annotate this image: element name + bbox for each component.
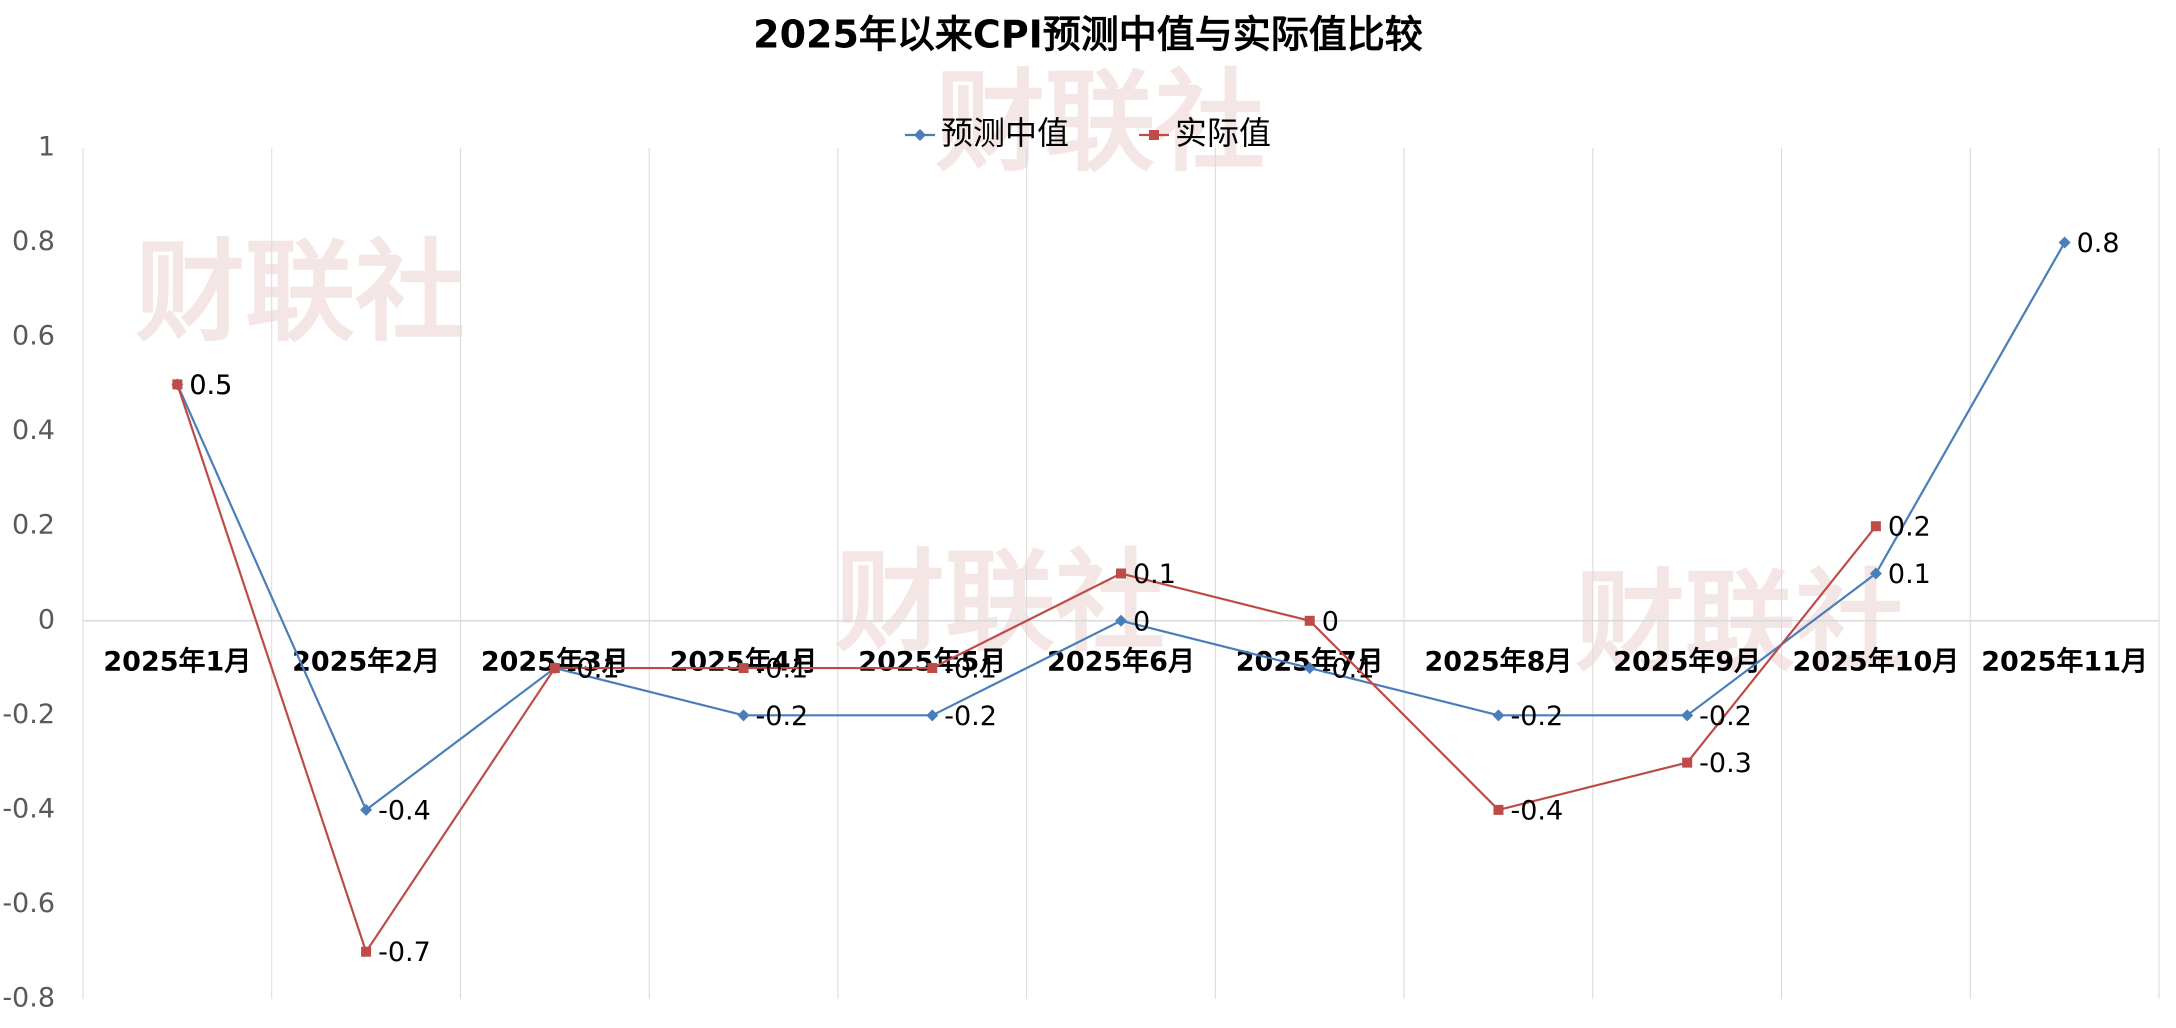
data-label: -0.4: [378, 795, 431, 826]
data-label: -0.4: [1510, 795, 1563, 826]
x-tick-label: 2025年6月: [1047, 645, 1195, 677]
legend-label: 实际值: [1175, 114, 1271, 152]
data-label: -0.2: [1699, 701, 1752, 732]
data-label: 0.8: [2077, 228, 2120, 259]
data-label: 0.1: [1133, 559, 1176, 590]
marker: [172, 379, 183, 390]
marker: [737, 709, 750, 722]
marker: [1869, 567, 1882, 580]
data-label: -0.2: [1510, 701, 1563, 732]
data-label: 0.2: [1888, 512, 1931, 543]
marker: [926, 709, 939, 722]
data-label: -0.3: [1699, 748, 1752, 779]
marker: [914, 129, 926, 141]
marker: [1492, 709, 1505, 722]
chart-title: 2025年以来CPI预测中值与实际值比较: [753, 13, 1423, 57]
data-label: -0.1: [1322, 654, 1375, 685]
y-tick-label: -0.8: [2, 983, 55, 1014]
watermark: 财联社: [935, 58, 1265, 186]
y-tick-label: 0.4: [12, 415, 55, 446]
x-tick-label: 2025年11月: [1981, 645, 2148, 677]
x-tick-label: 2025年10月: [1793, 645, 1960, 677]
marker: [1149, 130, 1160, 140]
series-line: [176, 384, 1877, 955]
data-label: -0.1: [567, 654, 620, 685]
data-label: 0.5: [189, 370, 232, 401]
marker: [360, 803, 373, 816]
marker: [1116, 568, 1126, 579]
data-label: -0.2: [944, 701, 997, 732]
y-tick-label: -0.2: [2, 699, 55, 730]
data-label: 0: [1133, 606, 1150, 637]
marker: [1303, 662, 1316, 675]
marker: [2058, 236, 2071, 249]
y-tick-label: 1: [38, 132, 55, 163]
data-label: -0.1: [944, 654, 997, 685]
data-label: -0.1: [567, 654, 620, 685]
x-tick-label: 2025年1月: [103, 645, 251, 677]
y-tick-label: 0: [38, 604, 55, 635]
x-tick-label: 2025年9月: [1613, 645, 1761, 677]
data-label: 0.5: [189, 370, 232, 401]
marker: [1493, 804, 1504, 815]
x-tick-label: 2025年8月: [1424, 645, 1572, 677]
data-label: -0.2: [756, 701, 809, 732]
watermark: 财联社: [135, 228, 465, 356]
y-tick-label: 0.8: [12, 226, 55, 257]
marker: [1304, 615, 1315, 626]
marker: [549, 663, 560, 674]
watermark: 财联社: [835, 538, 1165, 666]
watermark: 财联社: [1575, 558, 1905, 686]
data-label: -0.7: [378, 937, 431, 968]
marker: [361, 946, 372, 957]
marker: [1682, 757, 1693, 768]
x-tick-label: 2025年2月: [292, 645, 440, 677]
marker: [927, 663, 938, 674]
legend-label: 预测中值: [941, 114, 1069, 152]
marker: [1681, 709, 1694, 722]
y-tick-label: 0.6: [12, 321, 55, 352]
data-label: 0: [1322, 606, 1339, 637]
data-label: -0.1: [756, 654, 809, 685]
data-label: 0.1: [1888, 559, 1931, 590]
y-tick-label: -0.4: [2, 793, 55, 824]
y-tick-label: -0.6: [2, 888, 55, 919]
marker: [1870, 521, 1881, 532]
marker: [1115, 614, 1127, 627]
y-tick-label: 0.2: [12, 510, 55, 541]
marker: [738, 663, 749, 674]
